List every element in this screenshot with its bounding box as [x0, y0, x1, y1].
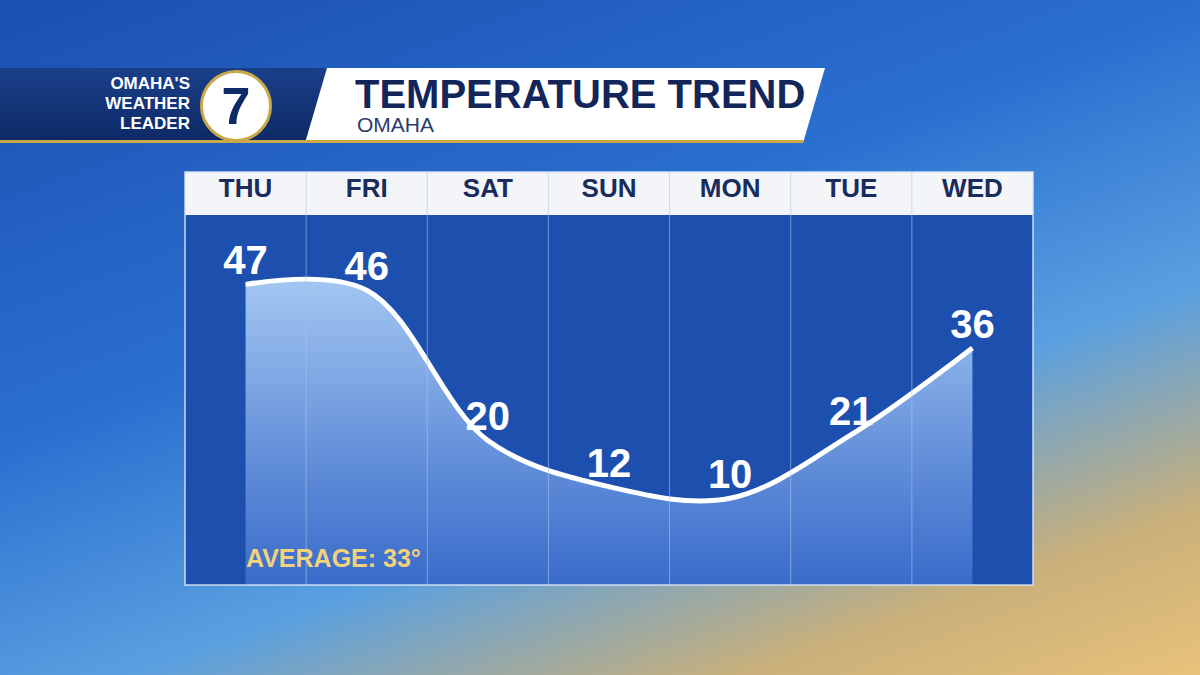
svg-text:FRI: FRI — [346, 173, 388, 203]
svg-text:47: 47 — [223, 238, 268, 282]
svg-text:36: 36 — [950, 302, 995, 346]
svg-text:SUN: SUN — [582, 173, 637, 203]
svg-text:THU: THU — [219, 173, 272, 203]
svg-text:MON: MON — [700, 173, 761, 203]
svg-text:46: 46 — [344, 244, 389, 288]
svg-text:21: 21 — [829, 389, 874, 433]
html-text:7: 7 — [221, 77, 251, 135]
svg-text:20: 20 — [466, 394, 511, 438]
svg-text:12: 12 — [587, 441, 632, 485]
svg-text:WED: WED — [942, 173, 1003, 203]
html-text:WEATHER: WEATHER — [105, 94, 190, 113]
svg-text:TUE: TUE — [825, 173, 877, 203]
svg-text:SAT: SAT — [463, 173, 513, 203]
svg-text:10: 10 — [708, 452, 753, 496]
html-text:OMAHA'S: OMAHA'S — [110, 74, 190, 93]
svg-text:AVERAGE: 33°: AVERAGE: 33° — [246, 544, 421, 572]
html-text:LEADER: LEADER — [120, 114, 190, 133]
html-text:TEMPERATURE TREND: TEMPERATURE TREND — [355, 72, 806, 116]
html-text:OMAHA: OMAHA — [357, 113, 434, 136]
